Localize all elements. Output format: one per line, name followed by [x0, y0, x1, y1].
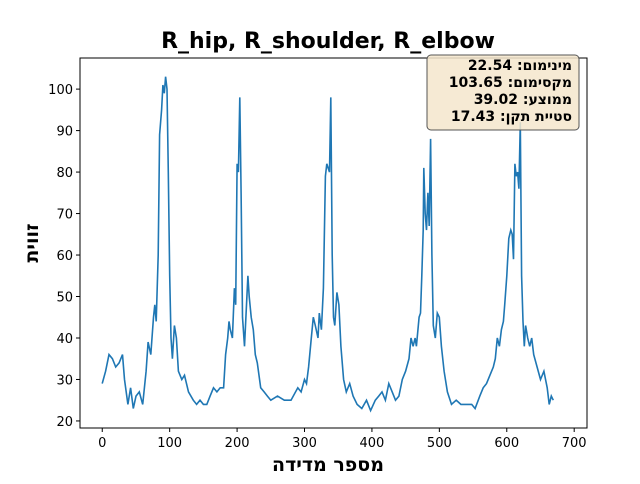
stats-box: [426, 54, 580, 131]
stats-line: מינימום: 22.54: [468, 58, 572, 74]
y-tick-label: 60: [56, 249, 73, 264]
y-tick-label: 40: [56, 332, 73, 347]
y-tick-label: 70: [56, 208, 73, 223]
x-tick-label: 500: [427, 436, 452, 451]
stats-line: סטיית תקן: 17.43: [451, 109, 572, 125]
x-tick-label: 300: [292, 436, 317, 451]
data-line: [101, 76, 555, 413]
x-tick-label: 400: [360, 436, 385, 451]
y-tick-label: 90: [56, 125, 73, 140]
y-tick-label: 30: [56, 373, 73, 388]
stats-line: מקסימום: 103.65: [449, 75, 572, 91]
y-tick-label: 20: [56, 415, 73, 430]
x-tick-label: 100: [157, 436, 182, 451]
y-tick-label: 80: [56, 166, 73, 181]
x-axis-label: מספר מדידה: [272, 454, 384, 476]
x-tick-label: 0: [98, 436, 106, 451]
stats-line: ממוצע: 39.02: [474, 92, 572, 108]
chart-title: R_hip, R_shoulder, R_elbow: [161, 29, 495, 54]
y-tick-label: 50: [56, 291, 73, 306]
x-tick-label: 700: [562, 436, 587, 451]
plot-frame: [79, 57, 588, 429]
x-tick-label: 600: [494, 436, 519, 451]
x-tick-label: 200: [225, 436, 250, 451]
y-tick-label: 100: [48, 83, 73, 98]
y-axis-label: זווית: [21, 223, 43, 262]
